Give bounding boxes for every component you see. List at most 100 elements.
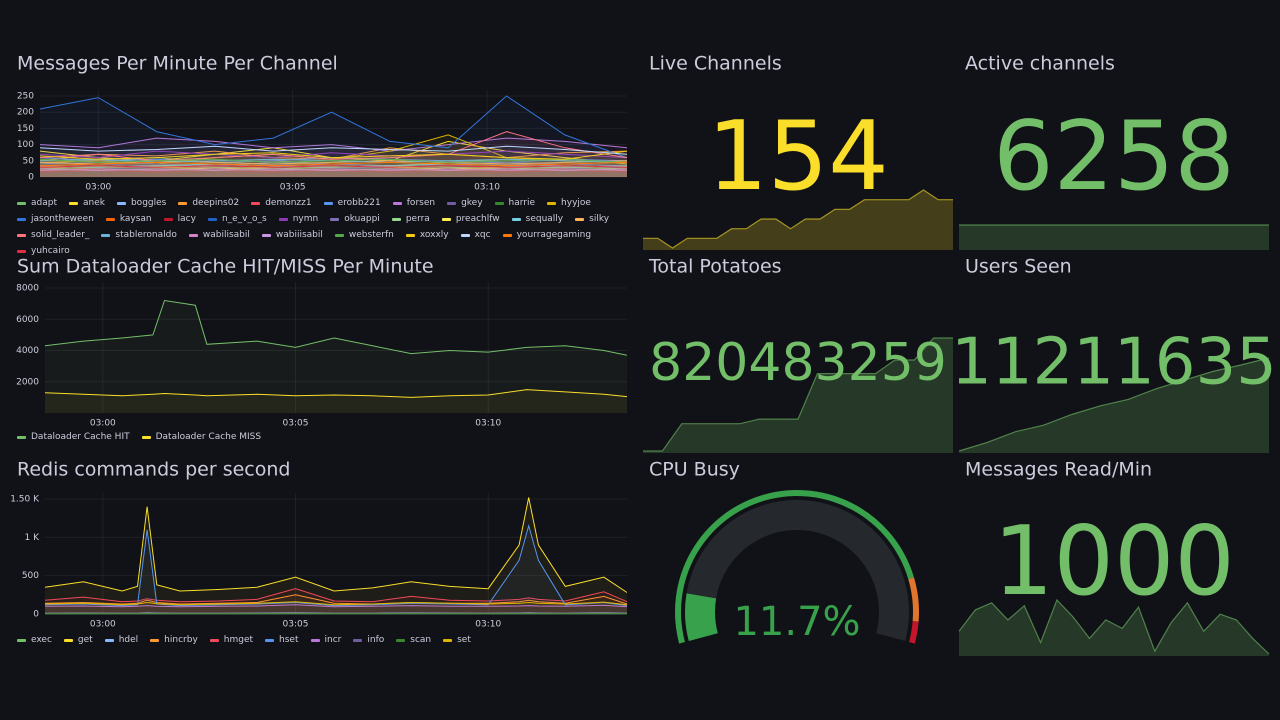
legend-label: stableronaldo [115,230,177,240]
legend-swatch [141,435,151,439]
legend-item[interactable]: deepins02 [178,197,239,209]
legend-item[interactable]: scan [396,634,431,646]
legend-label: boggles [130,198,167,208]
stat-value: 1000 [993,507,1235,617]
series-area [45,300,627,413]
legend-swatch [443,638,453,642]
legend-swatch [69,201,78,205]
legend-item[interactable]: hset [265,634,299,646]
legend-item[interactable]: yourragegaming [502,229,592,241]
legend-item[interactable]: erobb221 [323,197,381,209]
legend-item[interactable]: get [63,634,93,646]
legend-label: deepins02 [192,198,240,208]
legend-label: n_e_v_o_s [221,214,267,224]
legend-label: solid_leader_ [31,230,90,240]
legend-item[interactable]: wabilisabil [188,229,250,241]
legend-item[interactable]: nymn [278,213,319,225]
sparkline-area [643,190,953,250]
legend: adapt anek boggles deepins02 demonzz1 erobb22… [17,197,627,257]
legend-swatch [502,233,512,237]
legend-label: xqc [474,230,491,240]
legend-label: hset [279,635,299,645]
legend-swatch [494,201,504,205]
y-tick-label: 100 [17,140,34,150]
legend-item[interactable]: Dataloader Cache HIT [17,431,130,443]
y-tick-label: 0 [33,610,39,620]
panel-title: Total Potatoes [648,256,782,278]
series-line [44,299,628,356]
legend-swatch [575,217,585,221]
stat-value: 154 [707,102,888,212]
legend-label: demonzz1 [265,198,312,208]
series-area [40,170,627,177]
legend-item[interactable]: lacy [163,213,196,225]
legend-item[interactable]: kaysan [105,213,152,225]
legend-item[interactable]: exec [17,634,52,646]
legend-item[interactable]: hmget [209,634,253,646]
legend-item[interactable]: boggles [116,197,167,209]
legend-label: harrie [508,198,536,208]
legend-item[interactable]: preachlfw [441,213,500,225]
legend-item[interactable]: jasontheween [17,213,94,225]
legend-swatch [178,201,188,205]
legend-item[interactable]: perra [391,213,430,225]
legend-item[interactable]: hyyjoe [547,197,591,209]
x-tick-label: 03:00 [90,620,116,630]
legend-item[interactable]: demonzz1 [251,197,312,209]
legend-item[interactable]: websterfn [334,229,394,241]
legend-item[interactable]: wabiiisabil [261,229,323,241]
legend-item[interactable]: hincrby [150,634,198,646]
legend-swatch [105,217,115,221]
series-area [40,131,627,177]
panel-title: Active channels [965,53,1115,75]
legend-label: erobb221 [337,198,381,208]
y-tick-label: 200 [17,108,34,118]
legend-label: silky [589,214,610,224]
series-line [44,594,628,605]
legend-item[interactable]: gkey [447,197,483,209]
legend-swatch [17,201,26,205]
legend-item[interactable]: stableronaldo [101,229,177,241]
series-line [39,165,628,168]
legend-item[interactable]: hdel [104,634,138,646]
legend-item[interactable]: okuappi [330,213,380,225]
stat-value: 11211635 [951,326,1277,400]
y-tick-label: 4000 [16,346,39,356]
legend-item[interactable]: set [443,634,471,646]
x-tick-label: 03:10 [474,183,500,193]
series-line [39,161,628,167]
sparkline-area [959,600,1269,656]
legend-label: yourragegaming [516,230,592,240]
legend-item[interactable]: xoxxly [405,229,449,241]
legend-item[interactable]: xqc [460,229,491,241]
series-area [40,168,627,177]
legend-label: set [457,635,471,645]
legend-item[interactable]: forsen [392,197,435,209]
legend-item[interactable]: yuhcairo [17,245,70,257]
legend-item[interactable]: incr [310,634,342,646]
y-tick-label: 1.50 K [10,495,40,505]
legend-label: incr [324,635,342,645]
legend-item[interactable]: silky [575,213,609,225]
legend-item[interactable]: Dataloader Cache MISS [141,431,261,443]
legend-item[interactable]: info [353,634,384,646]
legend-label: exec [31,635,52,645]
sparkline-area [959,225,1269,250]
legend-item[interactable]: solid_leader_ [17,229,89,241]
legend-item[interactable]: sequally [511,213,563,225]
legend-item[interactable]: anek [69,197,105,209]
series-line [44,604,628,608]
legend-swatch [323,201,333,205]
y-tick-label: 150 [17,124,34,134]
legend-item[interactable]: n_e_v_o_s [207,213,267,225]
legend-item[interactable]: harrie [494,197,536,209]
legend-item[interactable]: adapt [17,197,57,209]
legend-label: nymn [292,214,319,224]
y-tick-label: 1 K [25,533,41,543]
x-tick-label: 03:00 [85,183,111,193]
sparkline [958,357,1270,452]
legend-label: wabilisabil [202,230,250,240]
series-line [44,523,628,607]
legend-swatch [17,217,26,221]
